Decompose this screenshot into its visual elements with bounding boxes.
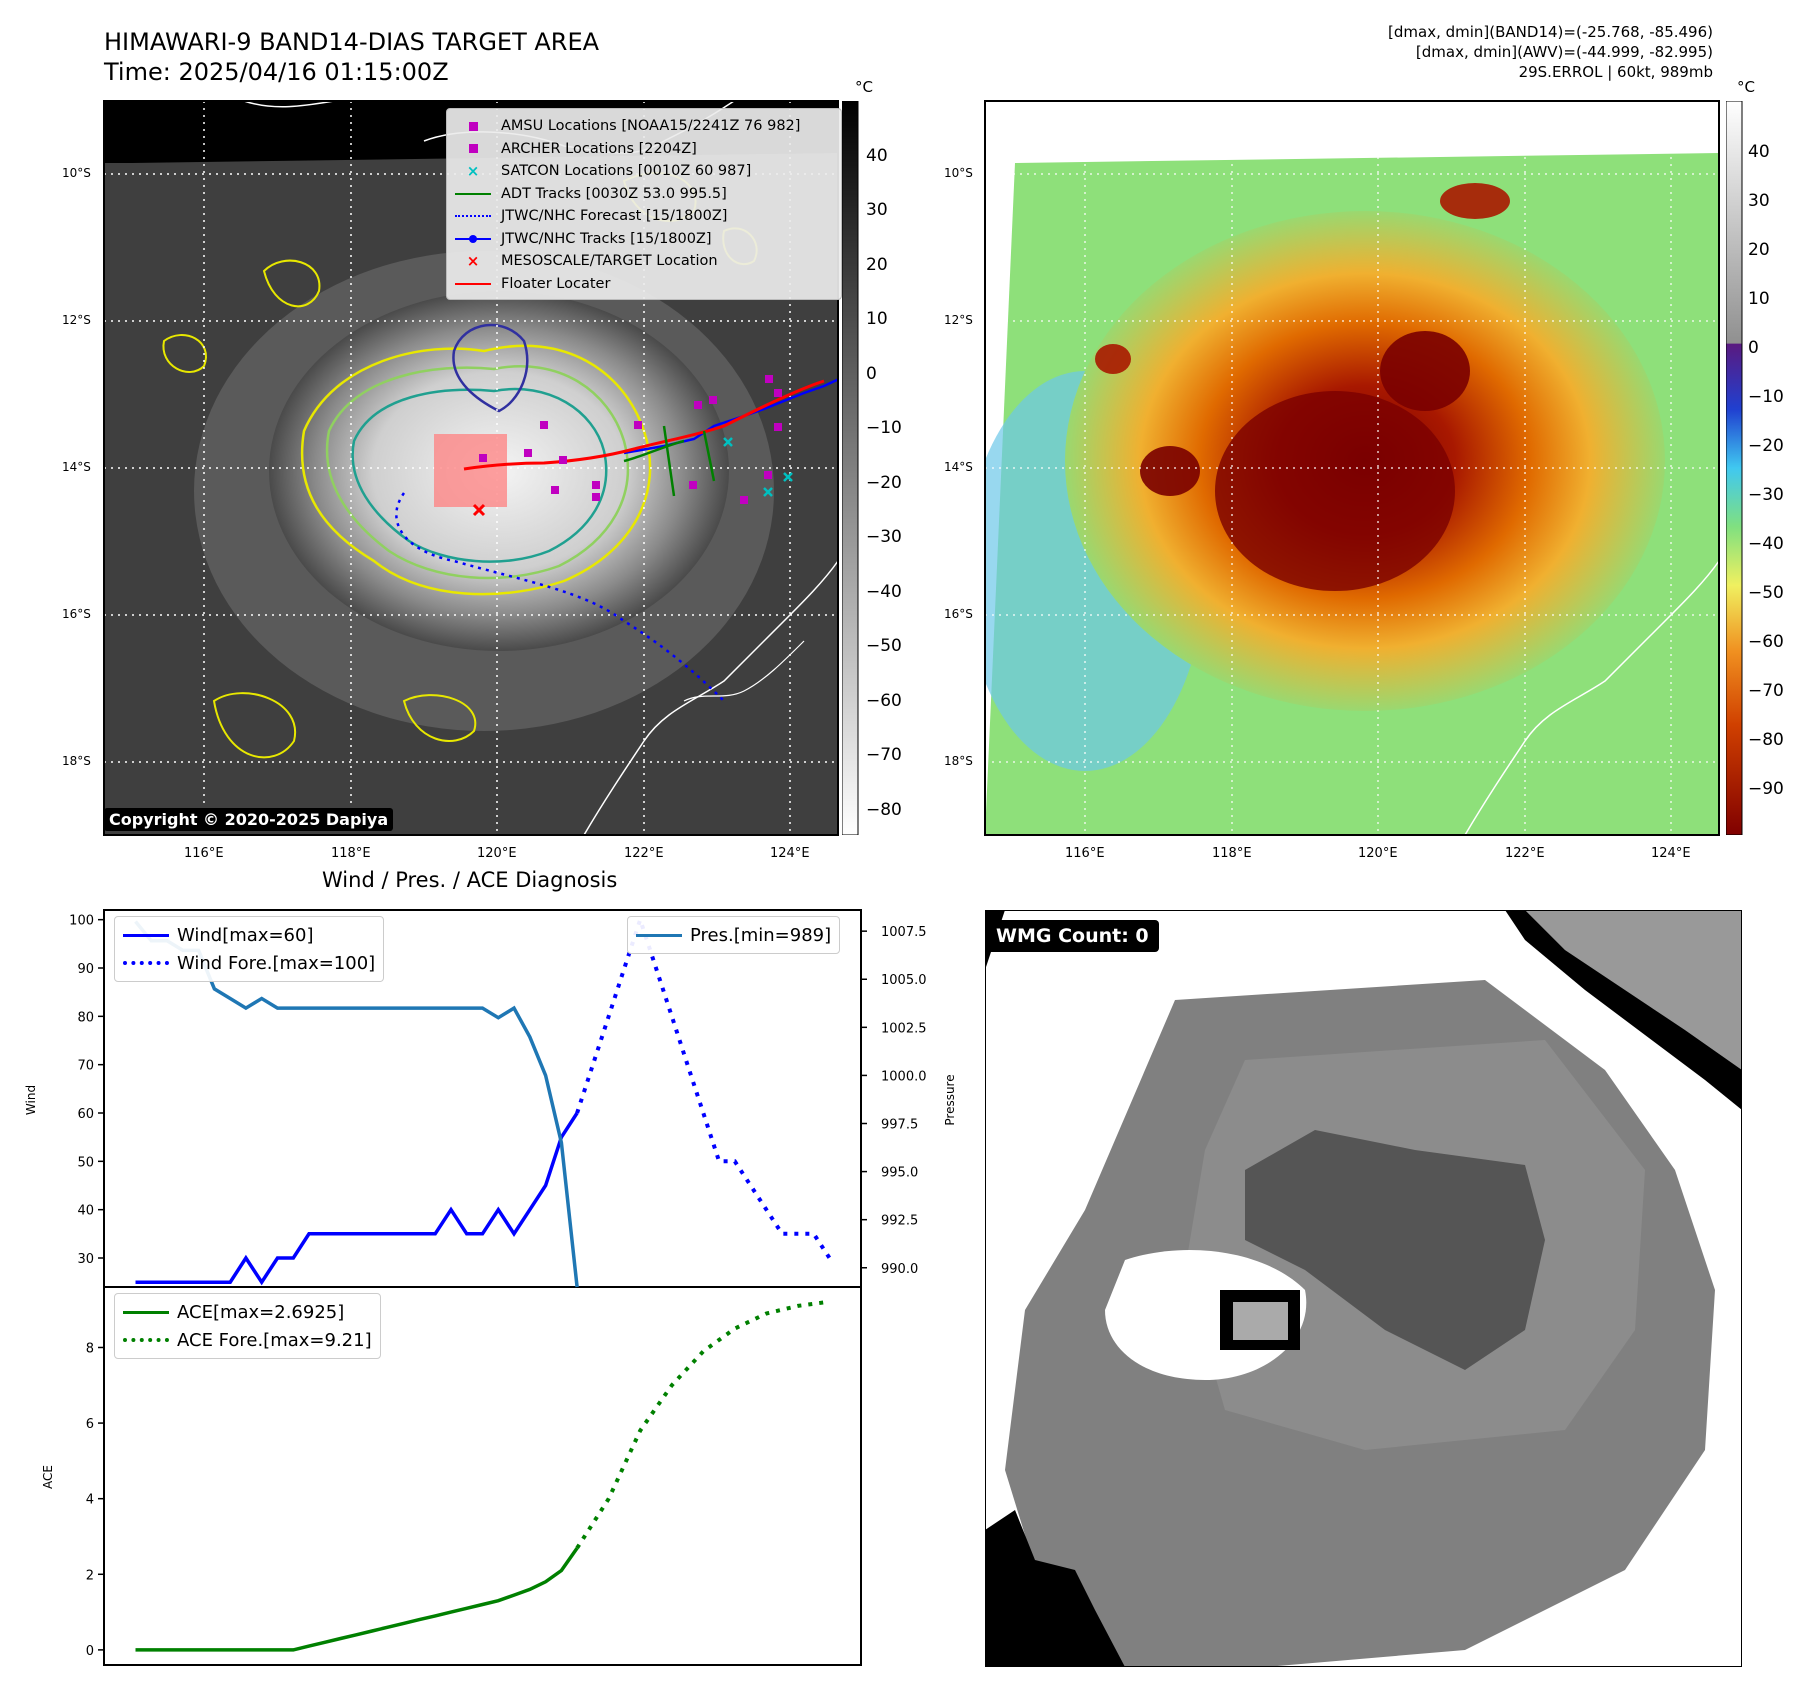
legend-archer: ARCHER Locations [2204Z]: [455, 138, 833, 161]
lat-tick: 12°S: [944, 313, 973, 327]
ir-grayscale-map: [104, 101, 838, 835]
wind-ylabel: Wind: [24, 1085, 38, 1115]
legend-satcon: × SATCON Locations [0010Z 60 987]: [466, 162, 752, 181]
ace-ylabel: ACE: [41, 1465, 55, 1489]
lat-tick: 16°S: [944, 607, 973, 621]
lat-tick: 14°S: [62, 460, 91, 474]
tick-label: 6: [86, 1417, 94, 1432]
wind-legend: Wind[max=60] Wind Fore.[max=100]: [114, 916, 385, 982]
lon-tick: 124°E: [1651, 846, 1691, 861]
wind-forecast-series-line: [575, 913, 832, 1260]
mesoscale-target-location-icon: [472, 503, 486, 517]
chart-title: HIMAWARI-9 BAND14-DIAS TARGET AREA: [104, 28, 600, 56]
lat-tick: 12°S: [62, 313, 91, 327]
tick-label: 90: [77, 962, 94, 977]
legend-floater: Floater Locater: [455, 273, 833, 296]
jtwc-forecast-track: [395, 492, 725, 702]
tick-label: 100: [69, 914, 94, 929]
info-awv: [dmax, dmin](AWV)=(-44.999, -82.995): [1415, 43, 1713, 61]
lat-tick: 14°S: [944, 460, 973, 474]
map-legend: AMSU Locations [NOAA15/2241Z 76 982] ARC…: [446, 108, 842, 300]
tick-label: 1005.0: [881, 973, 927, 988]
lon-tick: 116°E: [184, 846, 224, 861]
lon-tick: 122°E: [624, 846, 664, 861]
lon-tick: 118°E: [1212, 846, 1252, 861]
lon-tick: 116°E: [1065, 846, 1105, 861]
tick-label: 997.5: [881, 1118, 918, 1133]
colorbar-unit-left: °C: [855, 78, 873, 96]
legend-pressure: Pres.[min=989]: [636, 921, 831, 949]
ir-color-map: [985, 101, 1719, 835]
tick-label: 1002.5: [881, 1021, 927, 1036]
tick-label: 0: [86, 1644, 94, 1659]
lon-tick: 120°E: [1358, 846, 1398, 861]
tick-label: 50: [77, 1155, 94, 1170]
info-block: [dmax, dmin](BAND14)=(-25.768, -85.496) …: [1388, 22, 1713, 82]
lon-tick: 120°E: [477, 846, 517, 861]
ace-legend: ACE[max=2.6925] ACE Fore.[max=9.21]: [114, 1293, 381, 1359]
wind-tick-labels: 100 90 80 70 60 50 40 30: [69, 914, 104, 1267]
colorbar-unit-right: °C: [1737, 78, 1755, 96]
legend-wind: Wind[max=60]: [123, 921, 375, 949]
amsu-markers: [479, 375, 782, 504]
tick-label: 80: [77, 1010, 94, 1025]
tick-label: 995.0: [881, 1166, 918, 1181]
lat-tick: 10°S: [62, 166, 91, 180]
legend-ace: ACE[max=2.6925]: [123, 1298, 372, 1326]
color-colorbar: [1726, 101, 1743, 835]
tick-label: 2: [86, 1568, 94, 1583]
legend-jtwc-tracks: JTWC/NHC Tracks [15/1800Z]: [455, 228, 833, 251]
tick-label: 40: [77, 1204, 94, 1219]
legend-amsu: AMSU Locations [NOAA15/2241Z 76 982]: [455, 115, 833, 138]
info-band14: [dmax, dmin](BAND14)=(-25.768, -85.496): [1388, 23, 1713, 41]
ace-forecast-series-line: [575, 1299, 830, 1550]
lon-tick: 122°E: [1505, 846, 1545, 861]
floater-track: [463, 379, 825, 471]
lat-tick: 10°S: [944, 166, 973, 180]
lon-tick: 124°E: [770, 846, 810, 861]
tick-label: 60: [77, 1107, 94, 1122]
lat-tick: 18°S: [62, 754, 91, 768]
legend-jtwc-forecast: JTWC/NHC Forecast [15/1800Z]: [455, 205, 833, 228]
ace-tick-labels: 8 6 4 2 0: [86, 1341, 104, 1659]
tick-label: 990.0: [881, 1262, 918, 1277]
wmg-panel: [985, 910, 1742, 1667]
tick-label: 8: [86, 1341, 94, 1356]
grayscale-colorbar: [842, 101, 859, 835]
wind-series-line: [135, 1112, 579, 1286]
tick-label: 30: [77, 1252, 94, 1267]
tick-label: 70: [77, 1059, 94, 1074]
lat-tick: 16°S: [62, 607, 91, 621]
chart-time: Time: 2025/04/16 01:15:00Z: [104, 58, 449, 86]
pres-tick-labels: 1007.5 1005.0 1002.5 1000.0 997.5 995.0 992.5 9…: [861, 925, 927, 1277]
lat-tick: 18°S: [944, 754, 973, 768]
tick-label: 992.5: [881, 1214, 918, 1229]
legend-adt: ADT Tracks [0030Z 53.0 995.5]: [455, 183, 833, 206]
info-storm: 29S.ERROL | 60kt, 989mb: [1518, 63, 1713, 81]
pressure-ylabel: Pressure: [943, 1074, 957, 1125]
legend-wind-forecast: Wind Fore.[max=100]: [123, 949, 375, 977]
satcon-markers: [723, 437, 793, 497]
tick-label: 1007.5: [881, 925, 927, 940]
lon-tick: 118°E: [331, 846, 371, 861]
adt-track: [623, 425, 716, 497]
wmg-count-badge: WMG Count: 0: [986, 920, 1159, 952]
pressure-legend: Pres.[min=989]: [627, 916, 841, 954]
ace-series-line: [135, 1547, 579, 1652]
tick-label: 4: [86, 1493, 94, 1508]
mesoscale-target-box: [434, 434, 507, 507]
legend-mesoscale: × MESOSCALE/TARGET Location: [466, 252, 718, 271]
legend-ace-forecast: ACE Fore.[max=9.21]: [123, 1326, 372, 1354]
diagnosis-title: Wind / Pres. / ACE Diagnosis: [322, 868, 618, 892]
tick-label: 1000.0: [881, 1069, 927, 1084]
copyright-badge: Copyright © 2020-2025 Dapiya: [104, 808, 394, 831]
